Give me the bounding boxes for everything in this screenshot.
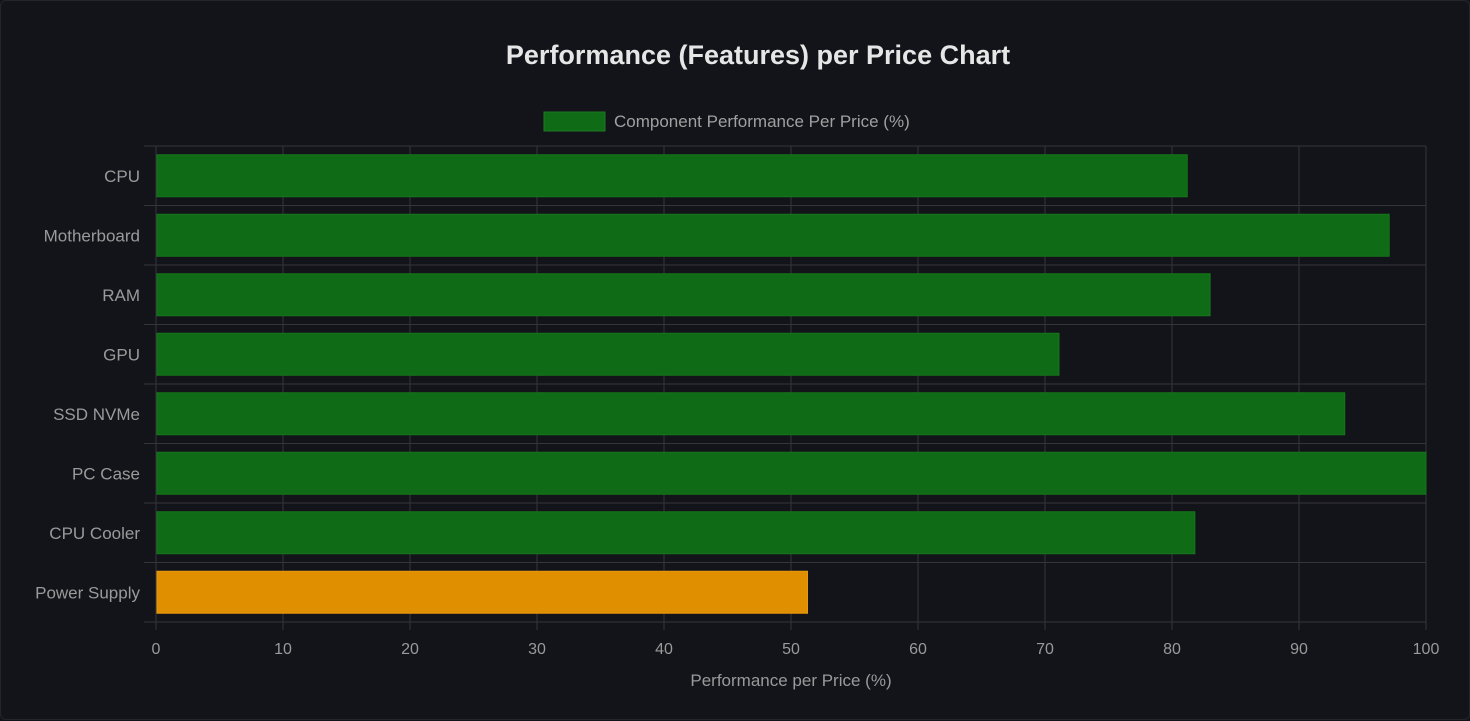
x-tick-label: 70 [1036, 641, 1054, 658]
x-tick-label: 80 [1163, 641, 1181, 658]
x-axis-title: Performance per Price (%) [690, 671, 891, 690]
bar-cpu-cooler[interactable] [156, 511, 1196, 555]
legend[interactable]: Component Performance Per Price (%) [543, 111, 910, 132]
y-tick-label: Power Supply [35, 583, 140, 602]
legend-swatch [543, 111, 606, 132]
x-tick-label: 90 [1290, 641, 1308, 658]
x-tick-label: 40 [655, 641, 673, 658]
bar-ram[interactable] [156, 273, 1211, 317]
x-tick-label: 0 [152, 641, 161, 658]
y-tick-label: RAM [102, 286, 140, 305]
x-tick-label: 20 [401, 641, 419, 658]
bar-power-supply[interactable] [156, 570, 809, 614]
x-tick-label: 10 [274, 641, 292, 658]
y-tick-label: PC Case [72, 464, 140, 483]
bar-pc-case[interactable] [156, 451, 1427, 495]
x-tick-label: 50 [782, 641, 800, 658]
chart-title: Performance (Features) per Price Chart [506, 40, 1010, 70]
y-tick-label: CPU Cooler [49, 524, 140, 543]
legend-label: Component Performance Per Price (%) [614, 112, 910, 131]
y-tick-label: Motherboard [44, 226, 140, 245]
y-axis-labels: CPU Motherboard RAM GPU SSD NVMe PC Case CPU C… [35, 167, 140, 603]
bar-cpu[interactable] [156, 154, 1188, 198]
x-tick-label: 30 [528, 641, 546, 658]
bar-gpu[interactable] [156, 332, 1060, 376]
bar-motherboard[interactable] [156, 213, 1390, 257]
bar-ssd-nvme[interactable] [156, 392, 1346, 436]
x-axis-labels: 0 10 20 30 40 50 60 70 80 90 100 [152, 641, 1440, 658]
y-tick-label: CPU [104, 167, 140, 186]
y-tick-label: SSD NVMe [53, 405, 140, 424]
x-tick-label: 60 [909, 641, 927, 658]
x-tick-label: 100 [1413, 641, 1440, 658]
bars [156, 154, 1427, 614]
y-tick-label: GPU [103, 345, 140, 364]
